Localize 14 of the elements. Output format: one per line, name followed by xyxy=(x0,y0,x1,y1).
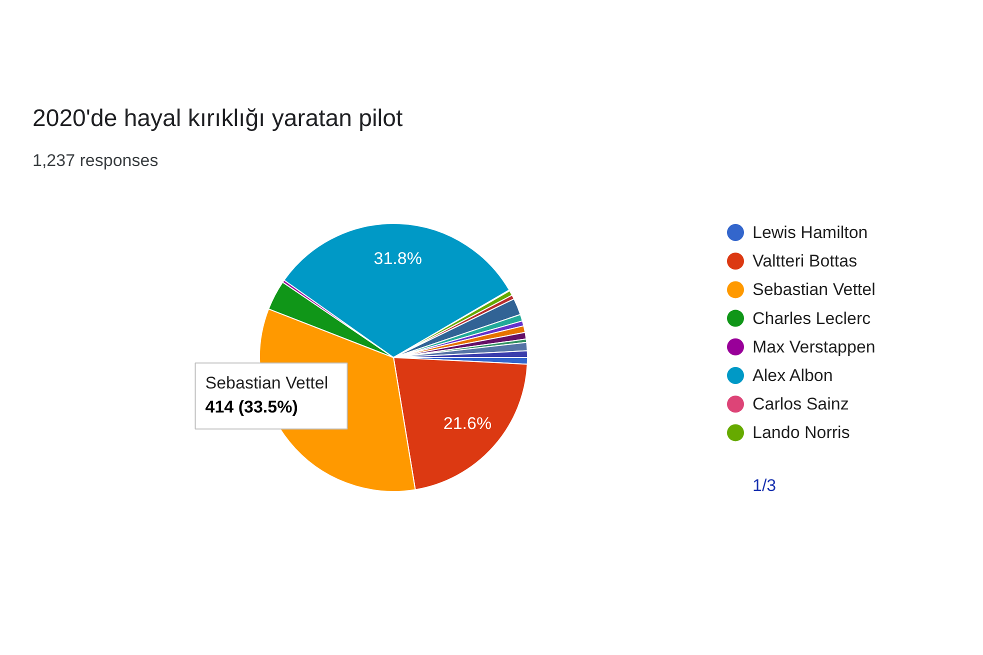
chart-title: 2020'de hayal kırıklığı yaratan pilot xyxy=(32,105,403,132)
legend-label: Max Verstappen xyxy=(752,337,876,356)
legend-label: Lando Norris xyxy=(752,423,850,442)
legend-label: Alex Albon xyxy=(752,366,833,385)
legend-label: Lewis Hamilton xyxy=(752,223,868,242)
data-label: 31.8% xyxy=(374,248,422,268)
data-label: 21.6% xyxy=(443,414,492,434)
text: 1,237 responses xyxy=(32,151,158,170)
text: 1/3 xyxy=(752,476,776,495)
legend-label: Carlos Sainz xyxy=(752,394,849,414)
legend-label: Valtteri Bottas xyxy=(752,252,858,271)
legend-label: Sebastian Vettel xyxy=(752,280,876,300)
text: Sebastian Vettel 414 (33.5%) xyxy=(205,374,328,417)
legend-label: Charles Leclerc xyxy=(752,308,872,328)
